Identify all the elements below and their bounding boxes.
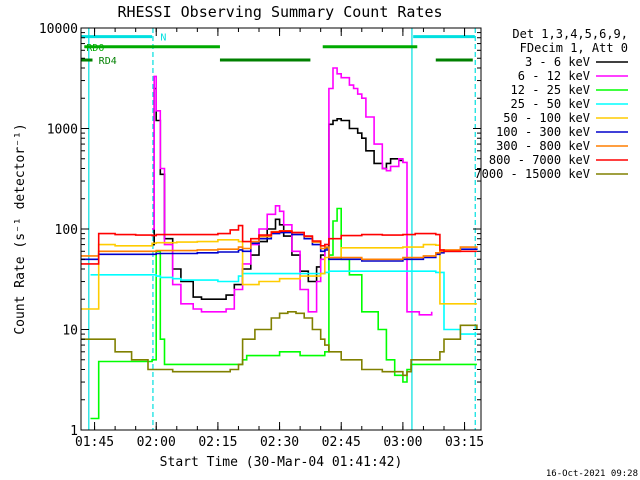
x-axis-label: Start Time (30-Mar-04 01:41:42) xyxy=(160,455,403,470)
legend-entry-label: 800 - 7000 keV xyxy=(489,153,590,167)
legend-header-line: FDecim 1, Att 0 xyxy=(520,41,628,55)
legend-header-line: Det 1,3,4,5,6,9, xyxy=(512,27,628,41)
y-tick-label: 10 xyxy=(62,324,78,339)
y-tick-label: 100 xyxy=(55,223,78,238)
series-line-2 xyxy=(90,207,477,420)
series-line-4 xyxy=(81,239,477,310)
series-line-1 xyxy=(152,67,433,316)
segment-label-n: N xyxy=(160,33,166,44)
x-tick-label: 03:00 xyxy=(383,435,422,450)
x-tick-label: 01:45 xyxy=(75,435,114,450)
x-tick-label: 02:00 xyxy=(137,435,176,450)
segment-label-rd0: RD0 xyxy=(86,43,104,54)
series-line-7 xyxy=(81,224,477,265)
chart-title: RHESSI Observing Summary Count Rates xyxy=(117,3,442,21)
legend-entry-label: 100 - 300 keV xyxy=(496,125,590,139)
x-tick-label: 02:30 xyxy=(260,435,299,450)
y-tick-label: 1000 xyxy=(47,123,78,138)
legend-entry-label: 3 - 6 keV xyxy=(525,55,590,69)
y-axis-label: Count Rate (s⁻¹ detector⁻¹) xyxy=(13,123,28,334)
plot-area xyxy=(81,28,478,430)
legend-entry-label: 300 - 800 keV xyxy=(496,139,590,153)
series-line-3 xyxy=(90,270,477,335)
y-tick-label: 10000 xyxy=(39,22,78,37)
footer-timestamp: 16-Oct-2021 09:28 xyxy=(546,469,638,479)
series-line-5 xyxy=(81,231,478,262)
legend: Det 1,3,4,5,6,9,FDecim 1, Att 03 - 6 keV… xyxy=(474,27,628,181)
legend-entry-label: 12 - 25 keV xyxy=(511,83,590,97)
plot-frame xyxy=(80,27,482,431)
x-tick-label: 02:45 xyxy=(322,435,361,450)
x-tick-label: 03:15 xyxy=(445,435,484,450)
legend-entry-label: 50 - 100 keV xyxy=(503,111,590,125)
series-line-0 xyxy=(152,87,404,300)
legend-entry-label: 7000 - 15000 keV xyxy=(474,167,590,181)
x-tick-label: 02:15 xyxy=(198,435,237,450)
series-line-8 xyxy=(81,311,478,377)
legend-entry-label: 6 - 12 keV xyxy=(518,69,590,83)
y-tick-label: 1 xyxy=(70,424,78,439)
segment-label-rd4: RD4 xyxy=(99,56,117,67)
legend-entry-label: 25 - 50 keV xyxy=(511,97,590,111)
axes: 01:45 02:00 02:15 02:30 02:45 03:00 03:15 1 10 10… xyxy=(39,22,484,450)
